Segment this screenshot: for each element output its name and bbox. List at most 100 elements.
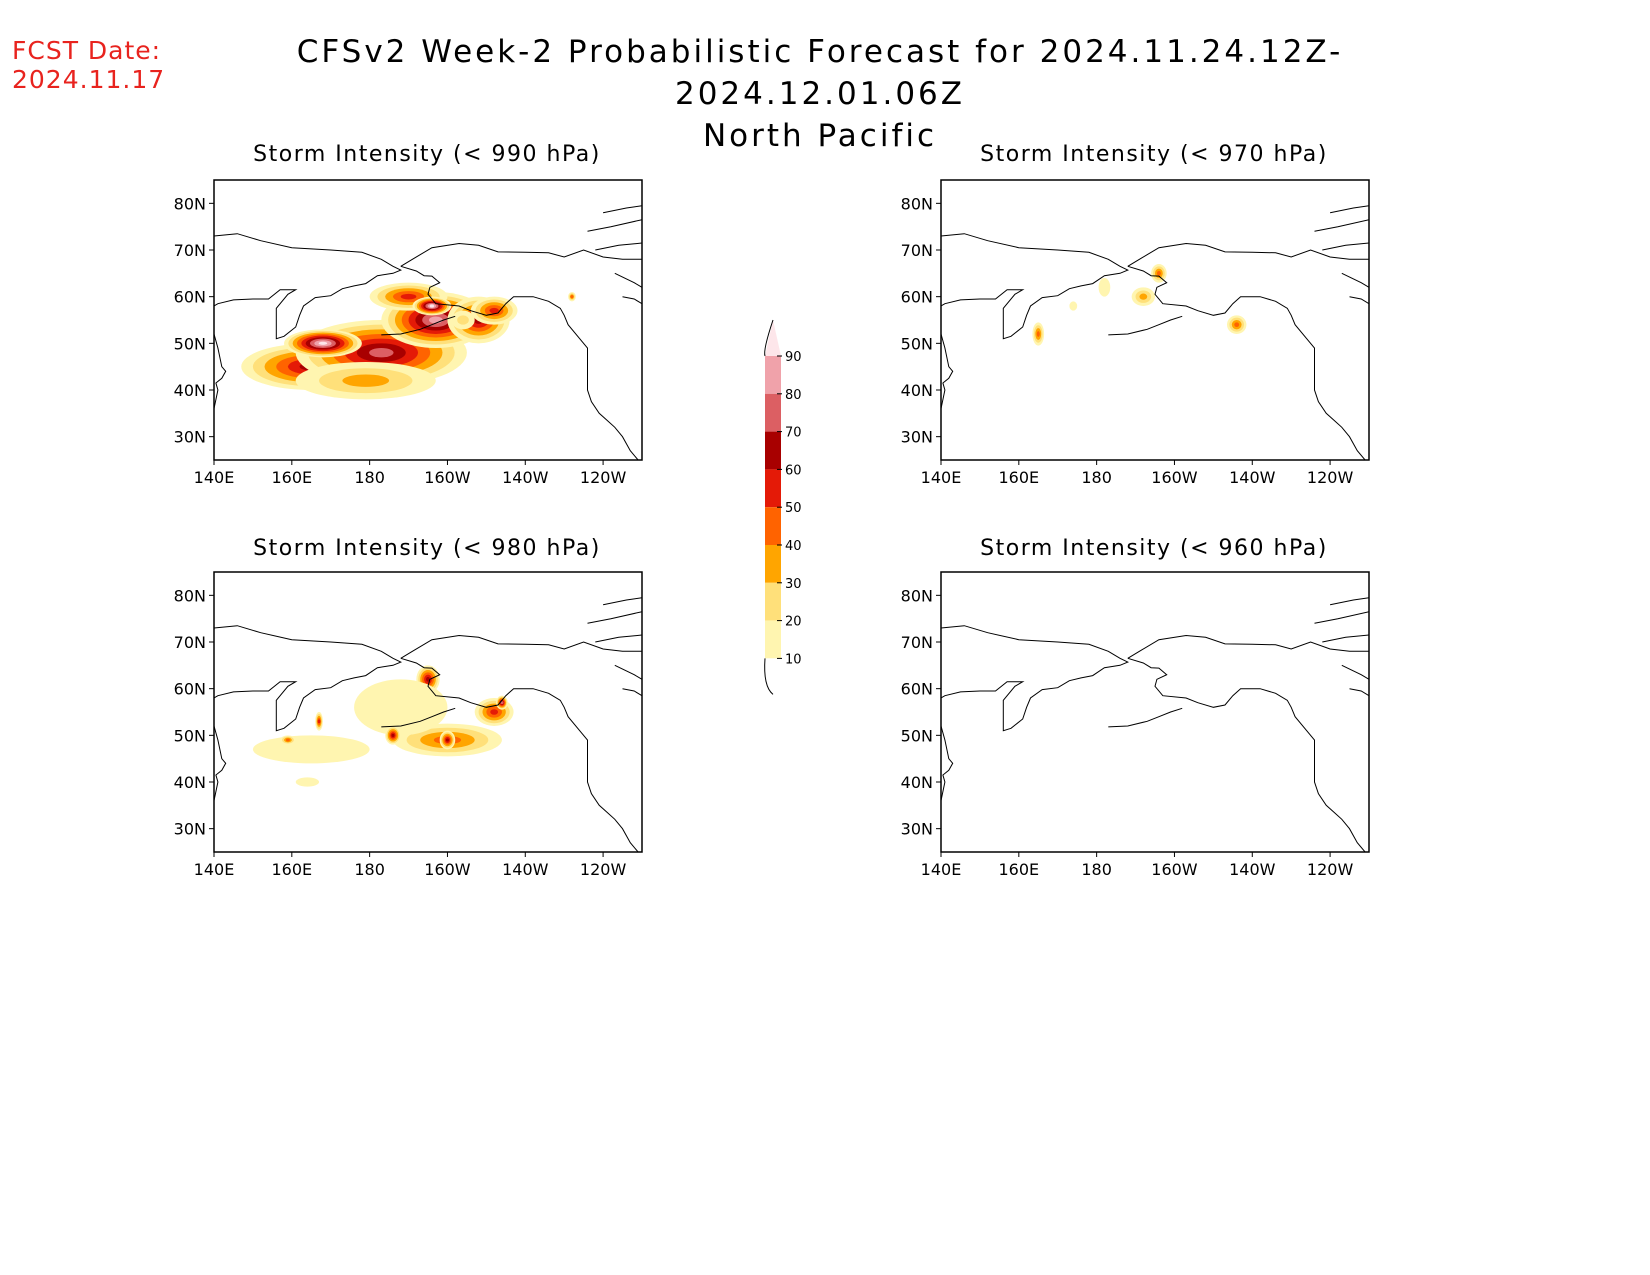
lon-tick-label: 160W [424, 860, 471, 879]
lat-tick-label: 60N [174, 288, 206, 307]
lat-tick-label: 80N [174, 586, 206, 605]
coastline [603, 597, 642, 606]
coastline [400, 657, 639, 852]
lon-tick-label: 180 [354, 860, 385, 879]
coastline [587, 611, 642, 624]
probability-contour [429, 304, 435, 308]
coastline [1349, 688, 1369, 697]
probability-contour [445, 738, 449, 742]
probability-contour [1036, 331, 1040, 337]
lon-tick-label: 160W [1151, 860, 1198, 879]
coastline [1322, 634, 1369, 643]
coastline [381, 707, 456, 728]
coastline [1322, 242, 1369, 251]
coastline [614, 664, 642, 680]
colorbar: 90 80 70 60 50 40 30 20 10 [764, 319, 802, 695]
lon-tick-label: 160E [271, 860, 312, 879]
lon-tick-label: 180 [1081, 468, 1112, 487]
coastline [1127, 265, 1366, 460]
lon-tick-label: 180 [354, 468, 385, 487]
coastline [1127, 657, 1366, 852]
lat-tick-label: 30N [901, 820, 933, 839]
colorbar-segment [765, 507, 781, 545]
coastline [941, 233, 1130, 340]
forecast-title: CFSv2 Week-2 Probabilistic Forecast for … [296, 34, 1344, 112]
lat-tick-label: 50N [174, 334, 206, 353]
colorbar-segment [765, 545, 781, 583]
probability-contour [490, 709, 499, 715]
lat-tick-label: 80N [174, 194, 206, 213]
probability-contour [285, 738, 290, 742]
coastline [941, 725, 954, 806]
lon-tick-label: 140W [502, 468, 549, 487]
coastline [1341, 664, 1369, 680]
probability-contour [391, 733, 395, 737]
colorbar-label: 40 [785, 539, 802, 554]
coastline [1341, 272, 1369, 288]
coastline [1314, 611, 1369, 624]
coastline [941, 625, 1130, 732]
lat-tick-label: 30N [174, 428, 206, 447]
lat-tick-label: 50N [901, 726, 933, 745]
colorbar-label: 60 [785, 463, 802, 478]
colorbar-label: 70 [785, 426, 802, 441]
lat-tick-label: 30N [901, 428, 933, 447]
map-panel-960: 80N 70N 60N 50N 40N 30N 140E 160E 180 160W 140W 120… [901, 571, 1370, 879]
colorbar-label: 90 [785, 350, 802, 365]
coastline [1108, 315, 1183, 336]
lat-tick-label: 70N [174, 633, 206, 652]
panel-title-980: Storm Intensity (< 980 hPa) [253, 536, 601, 561]
lon-tick-label: 160E [998, 860, 1039, 879]
probability-contour [295, 777, 320, 787]
lat-tick-label: 60N [174, 680, 206, 699]
colorbar-label: 80 [785, 388, 802, 403]
map-frame [940, 571, 1370, 853]
panel-title-970: Storm Intensity (< 970 hPa) [980, 142, 1328, 167]
map-panel-990: 80N 70N 60N 50N 40N 30N 140E 160E 180 160W 140W 120… [174, 179, 643, 487]
region-title: North Pacific [702, 118, 938, 154]
probability-contour [457, 315, 469, 325]
colorbar-segment [765, 431, 781, 470]
coastline [595, 242, 642, 251]
colorbar-segment [765, 356, 781, 394]
coastline [214, 625, 403, 732]
colorbar-label: 50 [785, 501, 802, 516]
probability-contour [400, 293, 417, 300]
lon-tick-label: 120W [580, 468, 627, 487]
coastline [622, 688, 642, 697]
lat-tick-label: 50N [174, 726, 206, 745]
coastline [587, 219, 642, 232]
coastlines [214, 597, 642, 852]
lon-tick-label: 140W [502, 860, 549, 879]
coastline [214, 333, 227, 414]
probability-contour [317, 719, 321, 724]
lat-tick-label: 80N [901, 586, 933, 605]
page-title: CFSv2 Week-2 Probabilistic Forecast for … [175, 31, 1465, 157]
colorbar-segment [765, 469, 781, 508]
fcst-label: FCST Date: [12, 36, 162, 65]
lat-tick-label: 70N [901, 633, 933, 652]
coastline [1349, 296, 1369, 305]
lon-tick-label: 120W [580, 860, 627, 879]
colorbar-label: 30 [785, 577, 802, 592]
lon-tick-label: 120W [1307, 468, 1354, 487]
lat-tick-label: 50N [901, 334, 933, 353]
lon-tick-label: 140E [194, 468, 235, 487]
probability-contour [1098, 278, 1111, 297]
coastline [214, 233, 403, 340]
coastlines [941, 205, 1369, 460]
coastline [1330, 205, 1369, 214]
coastline [214, 725, 227, 806]
coastline [1108, 707, 1183, 728]
probability-field [241, 282, 576, 400]
lon-tick-label: 140E [921, 860, 962, 879]
colorbar-segment [765, 582, 781, 621]
map-panel-970: 80N 70N 60N 50N 40N 30N 140E 160E 180 160W 140W 120… [901, 179, 1370, 487]
lat-tick-label: 30N [174, 820, 206, 839]
lon-tick-label: 140W [1229, 468, 1276, 487]
coastline [941, 333, 954, 414]
probability-contour [1139, 293, 1148, 300]
lat-tick-label: 40N [174, 381, 206, 400]
coastline [595, 634, 642, 643]
probability-contour [570, 295, 574, 299]
